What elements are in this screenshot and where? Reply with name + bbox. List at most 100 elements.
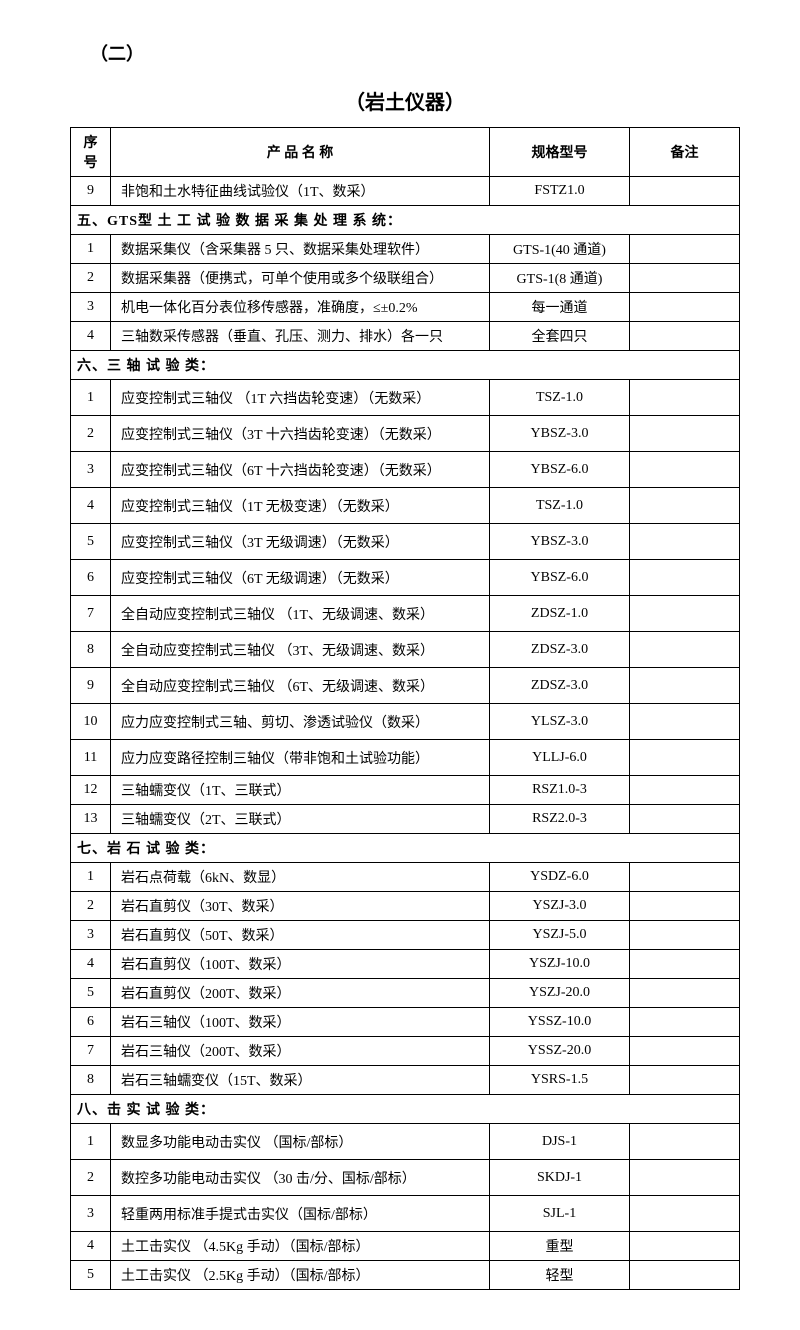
table-row: 7岩石三轴仪（200T、数采）YSSZ-20.0 [71,1037,740,1066]
table-section-row: 八、击 实 试 验 类： [71,1095,740,1124]
table-row: 2岩石直剪仪（30T、数采）YSZJ-3.0 [71,892,740,921]
cell-remark [630,1008,740,1037]
cell-remark [630,524,740,560]
table-row: 6应变控制式三轴仪（6T 无级调速）（无数采）YBSZ-6.0 [71,560,740,596]
cell-remark [630,1196,740,1232]
cell-spec: ZDSZ-3.0 [490,632,630,668]
cell-seq: 4 [71,950,111,979]
cell-seq: 9 [71,177,111,206]
cell-name: 岩石三轴蠕变仪（15T、数采） [111,1066,490,1095]
cell-seq: 2 [71,416,111,452]
cell-spec: YSZJ-10.0 [490,950,630,979]
cell-seq: 5 [71,1261,111,1290]
cell-name: 应变控制式三轴仪（1T 无极变速）（无数采） [111,488,490,524]
cell-name: 土工击实仪 （4.5Kg 手动）（国标/部标） [111,1232,490,1261]
cell-remark [630,235,740,264]
table-row: 9全自动应变控制式三轴仪 （6T、无级调速、数采）ZDSZ-3.0 [71,668,740,704]
table-row: 4土工击实仪 （4.5Kg 手动）（国标/部标）重型 [71,1232,740,1261]
cell-spec: YLLJ-6.0 [490,740,630,776]
cell-spec: SJL-1 [490,1196,630,1232]
page-section-marker: （二） [90,40,740,66]
cell-remark [630,293,740,322]
section-header-cell: 八、击 实 试 验 类： [71,1095,740,1124]
cell-spec: GTS-1(40 通道) [490,235,630,264]
cell-name: 数控多功能电动击实仪 （30 击/分、国标/部标） [111,1160,490,1196]
table-row: 7全自动应变控制式三轴仪 （1T、无级调速、数采）ZDSZ-1.0 [71,596,740,632]
cell-seq: 4 [71,488,111,524]
cell-seq: 1 [71,863,111,892]
table-row: 6岩石三轴仪（100T、数采）YSSZ-10.0 [71,1008,740,1037]
cell-spec: YSZJ-20.0 [490,979,630,1008]
cell-seq: 2 [71,1160,111,1196]
cell-seq: 8 [71,1066,111,1095]
cell-remark [630,979,740,1008]
cell-seq: 3 [71,1196,111,1232]
cell-remark [630,1066,740,1095]
cell-seq: 2 [71,892,111,921]
table-row: 2数据采集器（便携式，可单个使用或多个级联组合）GTS-1(8 通道) [71,264,740,293]
cell-remark [630,596,740,632]
product-table: 序号 产 品 名 称 规格型号 备注 9非饱和土水特征曲线试验仪（1T、数采）F… [70,127,740,1290]
cell-remark [630,1124,740,1160]
cell-remark [630,416,740,452]
cell-remark [630,1160,740,1196]
cell-remark [630,452,740,488]
cell-name: 全自动应变控制式三轴仪 （3T、无级调速、数采） [111,632,490,668]
table-row: 1岩石点荷载（6kN、数显）YSDZ-6.0 [71,863,740,892]
cell-name: 应变控制式三轴仪（6T 无级调速）（无数采） [111,560,490,596]
cell-seq: 3 [71,293,111,322]
cell-seq: 13 [71,805,111,834]
cell-seq: 6 [71,1008,111,1037]
cell-remark [630,1232,740,1261]
table-row: 10应力应变控制式三轴、剪切、渗透试验仪（数采）YLSZ-3.0 [71,704,740,740]
cell-spec: YSDZ-6.0 [490,863,630,892]
cell-seq: 1 [71,380,111,416]
cell-seq: 3 [71,452,111,488]
table-section-row: 六、三 轴 试 验 类： [71,351,740,380]
cell-name: 岩石三轴仪（200T、数采） [111,1037,490,1066]
cell-name: 应变控制式三轴仪（3T 十六挡齿轮变速）（无数采） [111,416,490,452]
table-row: 12三轴蠕变仪（1T、三联式）RSZ1.0-3 [71,776,740,805]
table-row: 8全自动应变控制式三轴仪 （3T、无级调速、数采）ZDSZ-3.0 [71,632,740,668]
cell-remark [630,264,740,293]
cell-seq: 4 [71,1232,111,1261]
cell-seq: 9 [71,668,111,704]
cell-spec: RSZ1.0-3 [490,776,630,805]
cell-seq: 1 [71,1124,111,1160]
cell-name: 数显多功能电动击实仪 （国标/部标） [111,1124,490,1160]
cell-name: 非饱和土水特征曲线试验仪（1T、数采） [111,177,490,206]
cell-remark [630,560,740,596]
header-spec: 规格型号 [490,128,630,177]
cell-name: 三轴蠕变仪（2T、三联式） [111,805,490,834]
cell-spec: ZDSZ-3.0 [490,668,630,704]
cell-remark [630,921,740,950]
cell-name: 机电一体化百分表位移传感器，准确度，≤±0.2% [111,293,490,322]
cell-seq: 8 [71,632,111,668]
cell-remark [630,1037,740,1066]
header-seq: 序号 [71,128,111,177]
cell-spec: 轻型 [490,1261,630,1290]
cell-seq: 3 [71,921,111,950]
cell-spec: YBSZ-6.0 [490,452,630,488]
cell-spec: 重型 [490,1232,630,1261]
table-row: 9非饱和土水特征曲线试验仪（1T、数采）FSTZ1.0 [71,177,740,206]
cell-spec: YLSZ-3.0 [490,704,630,740]
cell-spec: 每一通道 [490,293,630,322]
table-row: 1数显多功能电动击实仪 （国标/部标）DJS-1 [71,1124,740,1160]
cell-name: 数据采集仪（含采集器 5 只、数据采集处理软件） [111,235,490,264]
table-row: 2数控多功能电动击实仪 （30 击/分、国标/部标）SKDJ-1 [71,1160,740,1196]
cell-spec: YSRS-1.5 [490,1066,630,1095]
cell-name: 全自动应变控制式三轴仪 （1T、无级调速、数采） [111,596,490,632]
cell-seq: 10 [71,704,111,740]
cell-remark [630,380,740,416]
cell-remark [630,950,740,979]
cell-name: 应力应变控制式三轴、剪切、渗透试验仪（数采） [111,704,490,740]
cell-name: 应力应变路径控制三轴仪（带非饱和土试验功能） [111,740,490,776]
cell-seq: 2 [71,264,111,293]
cell-spec: YBSZ-3.0 [490,524,630,560]
cell-spec: YBSZ-6.0 [490,560,630,596]
cell-seq: 5 [71,979,111,1008]
header-remark: 备注 [630,128,740,177]
table-row: 1数据采集仪（含采集器 5 只、数据采集处理软件）GTS-1(40 通道) [71,235,740,264]
table-row: 4应变控制式三轴仪（1T 无极变速）（无数采）TSZ-1.0 [71,488,740,524]
